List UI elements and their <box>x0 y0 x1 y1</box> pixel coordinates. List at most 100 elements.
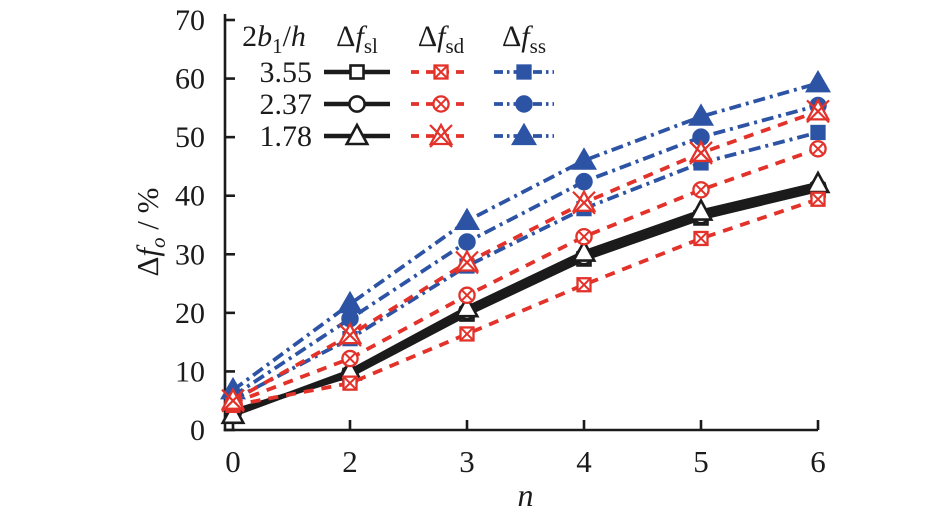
marker-ss-2.37-n4 <box>575 172 593 191</box>
marker-ss-1.78-n5 <box>688 103 714 126</box>
marker-sl-1.78-n5 <box>688 197 714 221</box>
marker-sd-2.37-n3 <box>458 286 476 305</box>
marker-sd-3.55-n4 <box>576 277 592 293</box>
marker-ss-1.78-n3 <box>454 207 480 231</box>
marker-sd-1.78-n5-x2 <box>689 141 713 165</box>
marker-sd-3.55-n3 <box>459 326 475 342</box>
marker-ss-2.37-n4-shape <box>575 172 593 191</box>
axes: 0 10 20 30 40 50 60 70 0 2 3 4 5 6 Δfo / % n <box>130 4 826 513</box>
series-line-sd-2.37 <box>232 147 819 405</box>
legend-header-ratio: 2b1/h <box>242 20 306 58</box>
marker-sd-3.55-n4-x2 <box>576 277 592 292</box>
marker-sl-1.78-n4-shape <box>571 238 597 262</box>
legend-marker-sl-3.55 <box>349 64 365 80</box>
marker-sd-2.37-n6 <box>809 140 827 158</box>
marker-ss-1.78-n5-shape <box>688 103 714 126</box>
marker-ss-1.78-n3-shape <box>454 207 480 231</box>
marker-sd-1.78-n0 <box>220 387 246 413</box>
legend-marker-sd-2.37 <box>432 95 450 113</box>
marker-ss-2.37-n3-shape <box>458 233 476 251</box>
legend-marker-sd-3.55 <box>433 64 449 80</box>
x-tick-label-2: 2 <box>342 444 358 479</box>
marker-sl-1.78-n0 <box>220 401 246 425</box>
x-tick-label-4: 4 <box>576 444 592 479</box>
marker-ss-3.55-n6-shape <box>810 124 826 141</box>
legend-marker-sd-1.78-x2 <box>429 124 453 148</box>
series-line-ss-2.37 <box>231 103 819 398</box>
marker-sd-1.78-n4 <box>571 189 597 215</box>
series-line-sd-3.55 <box>232 197 819 408</box>
legend-header-sd: Δfsd <box>418 20 465 58</box>
legend-ratio-2.37: 2.37 <box>260 88 313 121</box>
marker-sd-2.37-n4-x2 <box>577 230 591 243</box>
marker-sd-3.55-n6 <box>810 191 826 207</box>
marker-sd-3.55-n5-x2 <box>693 231 709 246</box>
legend-header-sl: Δfsl <box>336 20 378 58</box>
y-axis-title: Δfo / % <box>130 188 170 277</box>
marker-sl-1.78-n3 <box>454 294 480 318</box>
legend-marker-sl-2.37 <box>348 95 366 113</box>
marker-ss-2.37-n3 <box>458 233 476 251</box>
series-line-sd-1.78 <box>232 109 819 403</box>
legend-marker-sl-1.78-shape <box>344 122 370 146</box>
series-line-sl-1.78 <box>232 181 819 417</box>
y-tick-label-20: 20 <box>175 297 205 330</box>
marker-ss-1.78-n6 <box>805 69 831 93</box>
legend-ratio-3.55: 3.55 <box>260 56 313 89</box>
x-tick-label-3: 3 <box>459 444 475 479</box>
marker-sd-2.37-n4 <box>575 227 593 246</box>
marker-sd-1.78-n6 <box>805 97 831 124</box>
marker-sl-1.78-n4 <box>571 238 597 262</box>
legend-marker-sd-2.37-x2 <box>434 97 448 111</box>
marker-sl-1.78-n3-shape <box>454 294 480 318</box>
x-tick-label-0: 0 <box>225 444 241 479</box>
marker-sl-1.78-n0-shape <box>220 401 246 425</box>
marker-sd-1.78-n0-x2 <box>221 388 245 413</box>
x-tick-label-5: 5 <box>693 444 709 479</box>
x-axis-title: n <box>518 477 534 513</box>
y-tick-label-60: 60 <box>175 63 205 96</box>
marker-ss-1.78-n2-shape <box>337 290 363 314</box>
legend-marker-sd-3.55-x2 <box>433 64 449 80</box>
marker-sl-1.78-n5-shape <box>688 197 714 221</box>
series-line-ss-1.78 <box>231 81 819 392</box>
legend: 2b1/h Δfsl Δfsd Δfss 3.552.371.78 <box>242 20 554 153</box>
legend-ratio-1.78: 1.78 <box>260 120 313 153</box>
marker-ss-1.78-n2 <box>337 290 363 314</box>
marker-ss-1.78-n4 <box>571 147 597 170</box>
marker-ss-3.55-n6 <box>810 124 826 141</box>
marker-ss-1.78-n4-shape <box>571 147 597 170</box>
legend-header-ss: Δfss <box>502 20 546 58</box>
marker-sd-3.55-n2 <box>342 375 358 391</box>
marker-sd-3.55-n2-x2 <box>342 375 358 391</box>
legend-marker-ss-3.55 <box>516 64 532 80</box>
series-group-sl <box>220 170 831 425</box>
legend-marker-sl-3.55-shape <box>349 64 365 80</box>
y-tick-label-10: 10 <box>175 355 205 388</box>
legend-marker-ss-2.37-shape <box>515 95 533 113</box>
marker-sd-2.37-n2-x2 <box>343 352 357 365</box>
series-group-sd <box>220 97 831 414</box>
series-line-sl-3.55 <box>232 187 819 414</box>
series-line-ss-3.55 <box>232 130 819 402</box>
marker-sd-1.78-n3 <box>454 249 480 275</box>
legend-marker-sl-2.37-shape <box>348 95 366 113</box>
legend-marker-ss-1.78 <box>511 122 537 146</box>
y-tick-label-40: 40 <box>175 180 205 213</box>
marker-sd-2.37-n3-x2 <box>460 289 474 302</box>
y-tick-label-50: 50 <box>175 121 205 154</box>
marker-ss-1.78-n6-shape <box>805 69 831 93</box>
marker-sd-1.78-n6-x2 <box>806 99 830 124</box>
legend-marker-ss-2.37 <box>515 95 533 113</box>
marker-sd-2.37-n6-x2 <box>811 142 825 155</box>
marker-sd-2.37-n5 <box>692 181 710 199</box>
legend-marker-sd-1.78 <box>428 122 454 148</box>
marker-sd-2.37-n5-x2 <box>694 183 708 196</box>
x-tick-label-6: 6 <box>810 444 826 479</box>
marker-sd-1.78-n5 <box>688 139 714 165</box>
marker-sd-1.78-n2-x2 <box>338 323 362 347</box>
marker-sd-1.78-n3-x2 <box>455 250 479 275</box>
series-line-sl-2.37 <box>232 185 819 416</box>
